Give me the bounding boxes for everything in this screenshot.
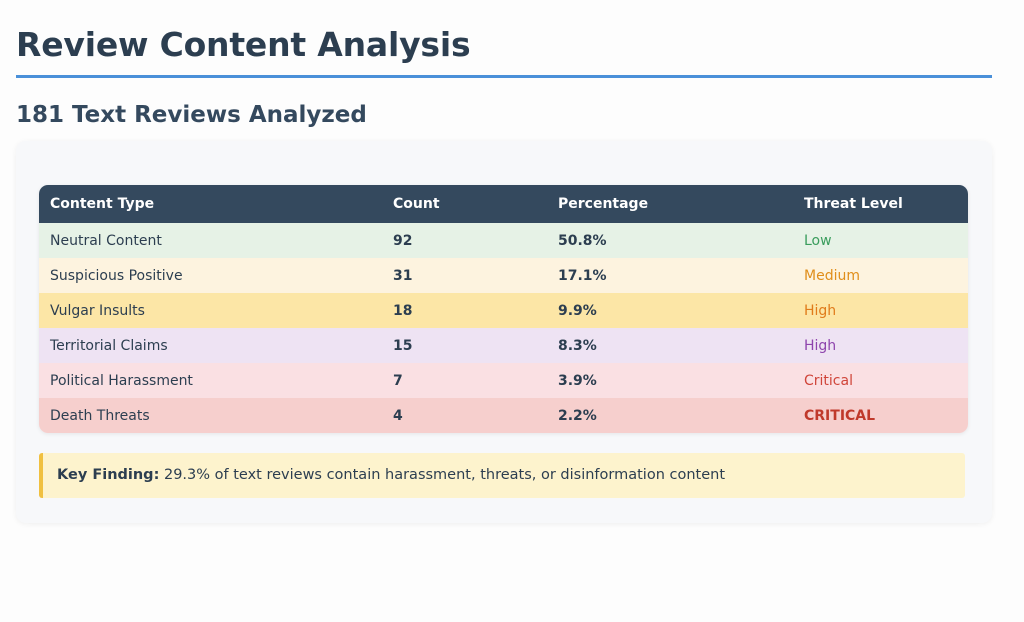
- cell-count: 18: [393, 302, 413, 319]
- page-title: Review Content Analysis: [16, 25, 471, 64]
- column-header-content-type: Content Type: [50, 196, 155, 212]
- cell-percentage: 8.3%: [558, 337, 597, 354]
- table-row: Vulgar Insults 18 9.9% High: [39, 293, 968, 328]
- column-header-threat-level: Threat Level: [804, 196, 903, 212]
- cell-content-type: Neutral Content: [50, 232, 162, 249]
- column-header-percentage: Percentage: [558, 196, 649, 212]
- table-row: Neutral Content 92 50.8% Low: [39, 223, 968, 258]
- key-finding-callout: Key Finding: 29.3% of text reviews conta…: [39, 453, 965, 498]
- cell-threat-level: CRITICAL: [804, 407, 876, 424]
- cell-percentage: 9.9%: [558, 302, 597, 319]
- cell-threat-level: High: [804, 302, 837, 319]
- column-header-count: Count: [393, 196, 440, 212]
- table-row: Death Threats 4 2.2% CRITICAL: [39, 398, 968, 433]
- cell-content-type: Territorial Claims: [50, 337, 168, 354]
- table-row: Territorial Claims 15 8.3% High: [39, 328, 968, 363]
- table-header-row: Content Type Count Percentage Threat Lev…: [39, 185, 968, 223]
- cell-count: 4: [393, 407, 403, 424]
- title-divider: [16, 75, 992, 78]
- table-row: Political Harassment 7 3.9% Critical: [39, 363, 968, 398]
- cell-count: 92: [393, 232, 413, 249]
- cell-content-type: Vulgar Insults: [50, 302, 145, 319]
- cell-content-type: Death Threats: [50, 407, 150, 424]
- cell-content-type: Political Harassment: [50, 372, 193, 389]
- content-table-container: Content Type Count Percentage Threat Lev…: [39, 185, 968, 433]
- key-finding-label: Key Finding:: [57, 467, 160, 483]
- cell-percentage: 3.9%: [558, 372, 597, 389]
- content-table: Content Type Count Percentage Threat Lev…: [39, 185, 968, 433]
- cell-threat-level: High: [804, 337, 837, 354]
- key-finding-text: 29.3% of text reviews contain harassment…: [159, 467, 726, 483]
- analysis-card: Content Type Count Percentage Threat Lev…: [16, 141, 992, 523]
- page-subtitle: 181 Text Reviews Analyzed: [16, 102, 367, 128]
- cell-percentage: 17.1%: [558, 267, 607, 284]
- cell-content-type: Suspicious Positive: [50, 267, 183, 284]
- table-row: Suspicious Positive 31 17.1% Medium: [39, 258, 968, 293]
- cell-threat-level: Medium: [804, 267, 860, 284]
- cell-percentage: 50.8%: [558, 232, 607, 249]
- cell-count: 7: [393, 372, 403, 389]
- cell-threat-level: Critical: [804, 372, 853, 389]
- cell-count: 15: [393, 337, 413, 354]
- cell-threat-level: Low: [804, 232, 832, 249]
- cell-percentage: 2.2%: [558, 407, 597, 424]
- page: Review Content Analysis 181 Text Reviews…: [0, 0, 1024, 130]
- cell-count: 31: [393, 267, 413, 284]
